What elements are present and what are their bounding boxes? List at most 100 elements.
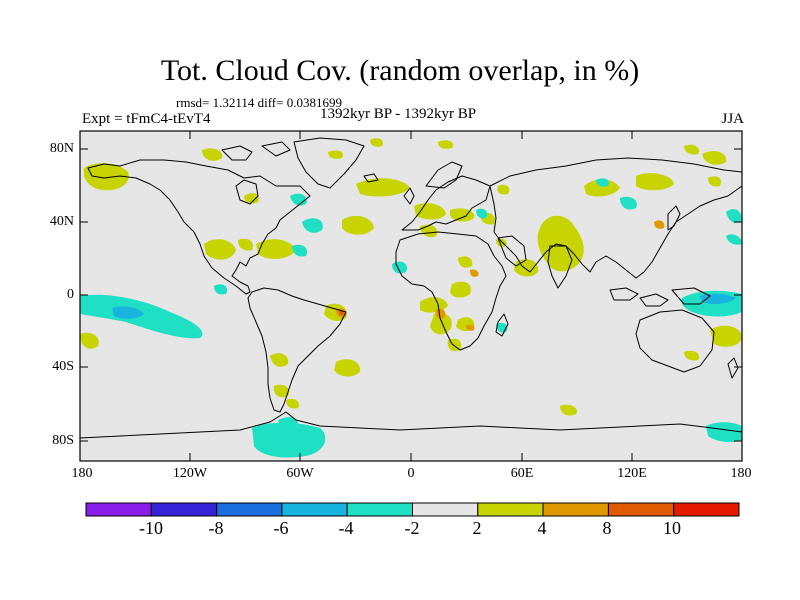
- colorbar-swatch: [346, 502, 414, 517]
- coastline-arabia: [497, 235, 527, 267]
- anomaly-patch: [278, 417, 299, 428]
- anomaly-patch: [238, 238, 254, 251]
- anomaly-patch: [596, 178, 610, 187]
- colorbar-swatch: [281, 502, 348, 517]
- anomaly-patch: [620, 196, 637, 210]
- anomaly-patch: [560, 404, 577, 416]
- coastline-north-america: [87, 159, 311, 295]
- coastline-south-america: [247, 287, 347, 413]
- colorbar-label-m10: -10: [139, 518, 163, 538]
- lat-label-40s: 40S: [52, 359, 74, 374]
- lon-label-180w: 180: [71, 466, 93, 481]
- period-label: 1392kyr BP - 1392kyr BP: [320, 106, 477, 122]
- colorbar-swatch: [150, 502, 218, 517]
- lon-label-120e: 120E: [617, 466, 647, 481]
- stats-label: rmsd= 1.32114 diff= 0.0381699: [176, 95, 342, 110]
- lat-label-80s: 80S: [52, 433, 74, 448]
- colorbar-swatch: [542, 502, 609, 517]
- colorbar-label-m6: -6: [273, 518, 289, 538]
- colorbar-swatch: [85, 502, 152, 517]
- anomaly-patch: [342, 215, 374, 235]
- lat-label-40n: 40N: [49, 214, 74, 229]
- coastline-africa: [395, 231, 507, 351]
- coastline-indonesia: [609, 287, 711, 307]
- coastline-scandinavia: [425, 161, 463, 189]
- anomaly-patch: [466, 324, 475, 331]
- anomaly-patch: [328, 150, 344, 159]
- lat-label-80n: 80N: [49, 141, 74, 156]
- colorbar-label-2: 2: [472, 518, 482, 538]
- anomaly-patch: [430, 312, 452, 335]
- anomaly-patch: [438, 140, 454, 149]
- colorbar-label-m2: -2: [404, 518, 420, 538]
- colorbar-label-8: 8: [602, 518, 612, 538]
- lon-label-60e: 60E: [510, 466, 534, 481]
- lon-label-0: 0: [407, 466, 415, 481]
- anomaly-patch: [684, 144, 700, 155]
- coastline-arctic-islands: [221, 141, 291, 161]
- positive-anomaly-regions: [80, 138, 742, 416]
- anomaly-patch: [270, 353, 289, 367]
- anomaly-patch: [708, 176, 722, 187]
- anomaly-patch: [654, 220, 665, 229]
- anomaly-patch: [450, 208, 475, 222]
- map-background: [80, 131, 742, 461]
- anomaly-patch: [80, 332, 99, 349]
- colorbar: [85, 502, 740, 517]
- anomaly-patch: [435, 308, 446, 319]
- axis-ticks: [80, 131, 742, 461]
- anomaly-patch: [286, 398, 300, 409]
- lat-label-0: 0: [67, 287, 74, 302]
- colorbar-swatch: [673, 502, 740, 517]
- colorbar-label-m4: -4: [338, 518, 354, 538]
- anomaly-patch: [370, 138, 384, 147]
- anomaly-patch: [83, 163, 129, 191]
- coastline-madagascar: [495, 313, 509, 337]
- anomaly-patch: [214, 284, 228, 295]
- coastline-australia: [635, 309, 715, 373]
- coastline-uk: [403, 187, 415, 205]
- anomaly-patch: [414, 203, 446, 220]
- anomaly-patch: [497, 184, 510, 195]
- anomaly-patch: [273, 384, 290, 398]
- anomaly-patch: [356, 178, 410, 197]
- lon-label-60w: 60W: [286, 466, 314, 481]
- map-title: Tot. Cloud Cov. (random overlap, in %): [160, 54, 640, 87]
- season-label: JJA: [721, 111, 744, 127]
- colorbar-label-4: 4: [537, 518, 547, 538]
- anomaly-patch: [204, 239, 236, 260]
- anomaly-patch: [302, 218, 323, 233]
- anomaly-patch: [292, 244, 308, 257]
- coastline-japan: [667, 205, 681, 231]
- anomaly-patch: [710, 325, 742, 347]
- negative-anomaly-regions: [80, 178, 742, 458]
- anomaly-patch: [290, 193, 307, 206]
- coastline-iceland: [363, 173, 379, 183]
- anomaly-patch: [420, 297, 448, 313]
- anomaly-patch: [726, 209, 742, 223]
- anomaly-patch: [726, 234, 742, 245]
- experiment-label: Expt = tFmC4-tEvT4: [82, 111, 211, 127]
- anomaly-patch: [334, 359, 361, 377]
- anomaly-patch: [256, 239, 296, 259]
- anomaly-patch: [476, 208, 488, 219]
- anomaly-patch: [202, 148, 223, 161]
- anomaly-patch: [244, 193, 259, 204]
- colorbar-swatch: [412, 502, 479, 517]
- anomaly-patch: [537, 215, 584, 272]
- anomaly-patch: [252, 422, 326, 458]
- anomaly-patch: [450, 281, 471, 298]
- anomaly-patch: [706, 422, 742, 443]
- coastline-asia: [489, 157, 743, 279]
- coastlines: [79, 137, 743, 439]
- coastline-india: [547, 245, 573, 289]
- anomaly-patch: [702, 151, 727, 165]
- colorbar-swatch: [607, 502, 675, 517]
- anomaly-patch: [112, 306, 144, 319]
- anomaly-patch: [636, 173, 674, 191]
- coastline-antarctica: [79, 411, 743, 439]
- coastline-europe: [401, 175, 491, 231]
- colorbar-swatch: [477, 502, 544, 517]
- colorbar-label-10: 10: [663, 518, 681, 538]
